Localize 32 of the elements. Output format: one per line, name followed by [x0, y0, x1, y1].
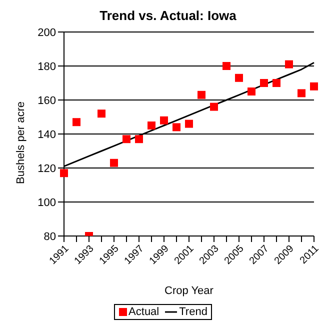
- legend-label: Actual: [128, 306, 160, 318]
- legend-label: Trend: [179, 306, 208, 318]
- point: [272, 79, 280, 87]
- point: [310, 82, 318, 90]
- point: [135, 135, 143, 144]
- y-tick-label: 160: [38, 94, 56, 107]
- point: [148, 122, 156, 130]
- y-tick-label: 120: [38, 162, 56, 175]
- point: [235, 74, 243, 82]
- point: [72, 118, 80, 126]
- chart-title: Trend vs. Actual: Iowa: [98, 8, 238, 25]
- x-axis-title: Crop Year: [164, 285, 214, 297]
- point: [298, 89, 306, 98]
- y-tick-label: 80: [44, 230, 56, 243]
- point: [248, 88, 256, 96]
- point: [122, 135, 130, 144]
- point: [185, 120, 193, 128]
- point: [160, 116, 168, 124]
- point: [285, 60, 293, 68]
- y-tick-label: 140: [38, 128, 56, 141]
- point: [98, 110, 106, 118]
- point: [60, 169, 68, 178]
- point: [210, 102, 218, 111]
- point: [260, 79, 268, 87]
- y-tick-label: 100: [38, 196, 56, 209]
- point: [110, 158, 118, 167]
- y-tick-label: 200: [38, 26, 56, 39]
- y-axis-title: Bushels per acre: [14, 101, 27, 184]
- point: [172, 123, 180, 132]
- point: [222, 62, 230, 70]
- y-tick-label: 180: [38, 60, 56, 73]
- point: [198, 90, 206, 99]
